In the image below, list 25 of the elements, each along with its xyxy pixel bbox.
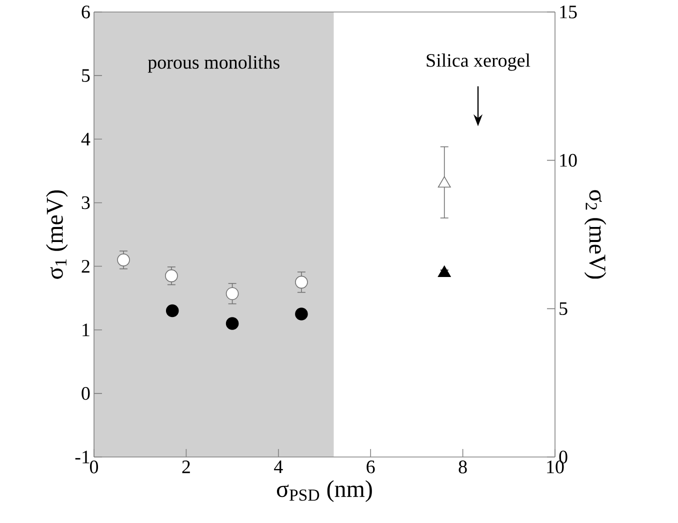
y-tick-label: 3 bbox=[82, 196, 90, 210]
y2-tick-label: 5 bbox=[560, 302, 568, 315]
y2-tick-label: 10 bbox=[560, 154, 577, 167]
annotation: Silica xerogel bbox=[426, 53, 530, 71]
x-tick-label: 4 bbox=[274, 460, 283, 474]
point bbox=[165, 269, 178, 282]
y-tick-label: 1 bbox=[82, 324, 90, 336]
x-axis-title: σ$_{PSD}$ (nm) bbox=[276, 480, 372, 502]
point bbox=[226, 287, 239, 300]
y2-tick-label: 15 bbox=[560, 6, 577, 18]
y-axis-title: σ$_{1}$ (meV) bbox=[46, 190, 68, 279]
point bbox=[438, 176, 451, 188]
y-tick-label: 2 bbox=[82, 260, 90, 273]
y-tick-label: 5 bbox=[82, 69, 90, 82]
y-tick-label: 0 bbox=[82, 387, 90, 400]
x-tick-label: 6 bbox=[366, 460, 375, 474]
x-tick-label: 2 bbox=[182, 460, 190, 474]
y-tick-label: 4 bbox=[81, 132, 90, 146]
band-label: porous monoliths bbox=[148, 55, 280, 73]
x-tick-label: 8 bbox=[458, 460, 467, 474]
point bbox=[117, 254, 130, 266]
y2-axis-title: σ$_{2}$ (meV) bbox=[584, 190, 606, 279]
point bbox=[295, 276, 308, 289]
y-tick-label: -1 bbox=[75, 450, 90, 464]
y-tick-label: 6 bbox=[82, 6, 90, 18]
